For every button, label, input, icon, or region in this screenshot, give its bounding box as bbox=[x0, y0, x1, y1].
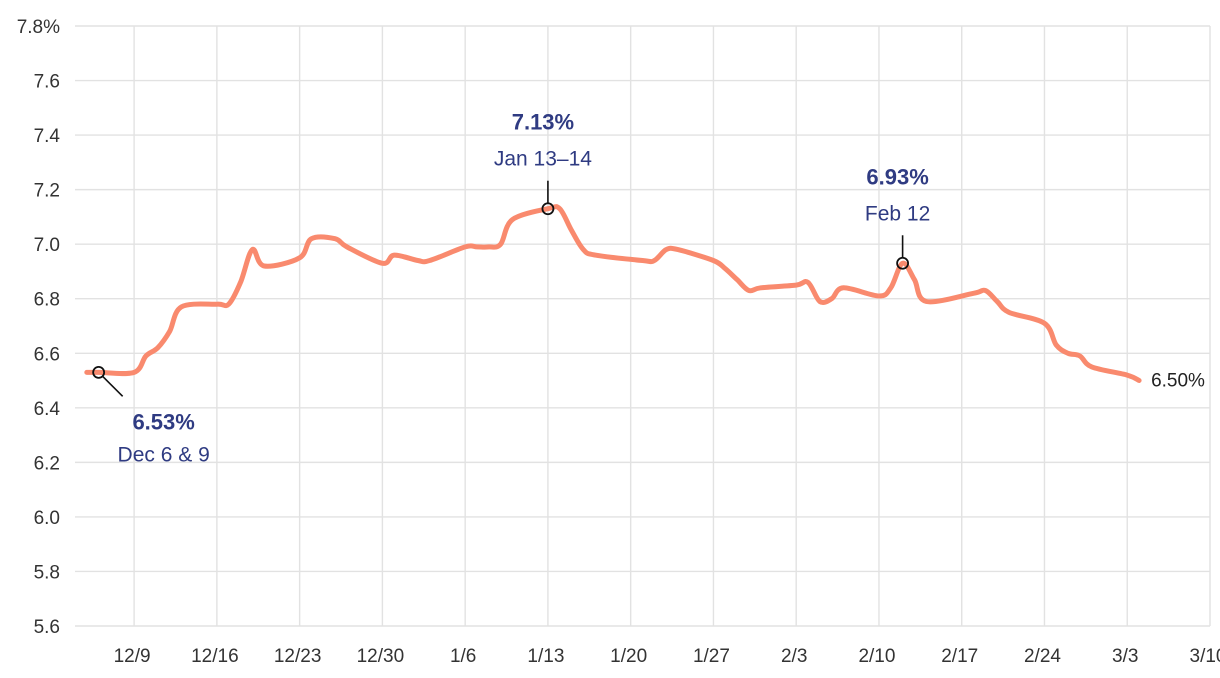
x-tick-label: 2/17 bbox=[941, 646, 978, 667]
annotation: 6.53% Dec 6 & 9 bbox=[92, 365, 210, 466]
y-tick-label: 6.8 bbox=[34, 290, 60, 311]
y-tick-label: 6.6 bbox=[34, 344, 60, 365]
annotation-value: 6.53% bbox=[132, 409, 194, 434]
x-tick-label: 3/10 bbox=[1190, 646, 1220, 667]
x-axis: 12/9 12/16 12/23 12/30 1/6 1/13 1/20 1/27 2/3 2/1… bbox=[114, 646, 1220, 667]
y-axis: 5.6 5.8 6.0 6.2 6.4 6.6 6.8 7.0 7.2 7.4 7.6 7.8% bbox=[17, 17, 61, 638]
x-tick-label: 1/27 bbox=[693, 646, 730, 667]
annotation-marker bbox=[896, 256, 910, 270]
annotation-value: 7.13% bbox=[512, 110, 574, 135]
x-tick-label: 3/3 bbox=[1112, 646, 1138, 667]
x-tick-label: 2/24 bbox=[1024, 646, 1061, 667]
x-tick-label: 1/20 bbox=[610, 646, 647, 667]
annotation-leader bbox=[102, 375, 124, 397]
y-tick-label: 6.2 bbox=[34, 453, 60, 474]
x-tick-label: 2/10 bbox=[858, 646, 895, 667]
annotation-date: Dec 6 & 9 bbox=[118, 443, 210, 466]
y-tick-label: 6.0 bbox=[34, 508, 60, 529]
annotation-marker bbox=[541, 202, 555, 216]
x-tick-label: 12/9 bbox=[114, 646, 151, 667]
annotation-marker bbox=[92, 365, 106, 379]
annotations: 6.53% Dec 6 & 9 7.13% Jan 13–14 6.93% Feb 12 bbox=[92, 110, 930, 466]
annotation-value: 6.93% bbox=[866, 164, 928, 189]
mortgage-rate-line bbox=[84, 204, 1142, 383]
annotation-date: Jan 13–14 bbox=[494, 148, 592, 171]
x-tick-label: 1/13 bbox=[527, 646, 564, 667]
x-tick-label: 12/30 bbox=[357, 646, 405, 667]
y-tick-label: 5.8 bbox=[34, 562, 60, 583]
x-tick-label: 12/23 bbox=[274, 646, 322, 667]
x-tick-label: 12/16 bbox=[191, 646, 239, 667]
gridlines bbox=[75, 25, 1211, 627]
y-tick-label: 5.6 bbox=[34, 617, 60, 638]
x-tick-label: 2/3 bbox=[781, 646, 807, 667]
y-tick-label: 7.8% bbox=[17, 17, 60, 38]
x-tick-label: 1/6 bbox=[450, 646, 476, 667]
y-tick-label: 6.4 bbox=[34, 399, 61, 420]
y-tick-label: 7.0 bbox=[34, 235, 60, 256]
y-tick-label: 7.4 bbox=[34, 126, 61, 147]
end-value-label: 6.50% bbox=[1151, 371, 1205, 392]
annotation-date: Feb 12 bbox=[865, 202, 930, 225]
annotation: 7.13% Jan 13–14 bbox=[494, 110, 592, 216]
annotation: 6.93% Feb 12 bbox=[865, 164, 930, 270]
y-tick-label: 7.6 bbox=[34, 72, 60, 93]
y-tick-label: 7.2 bbox=[34, 181, 60, 202]
